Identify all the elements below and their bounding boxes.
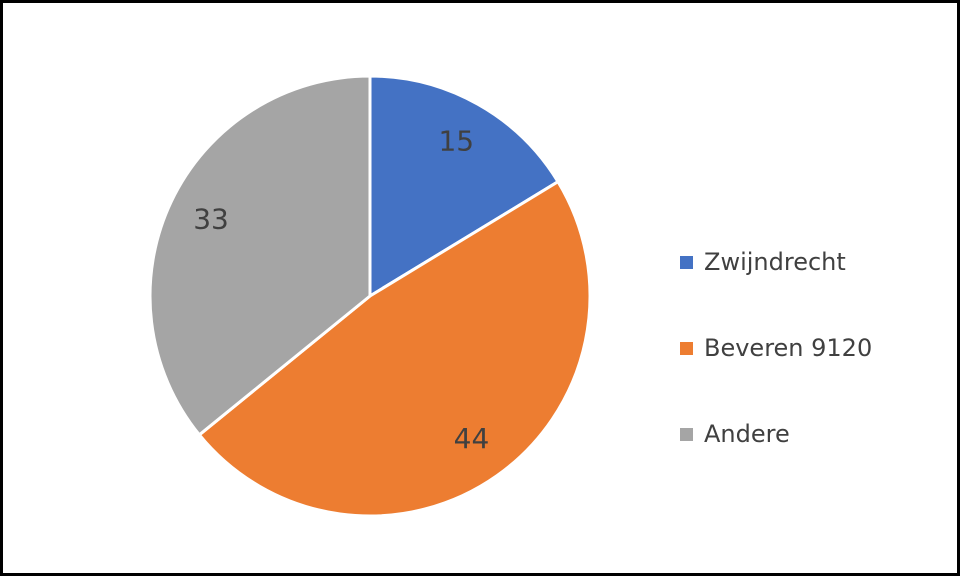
pie-slice — [148, 74, 372, 437]
legend-swatch — [680, 342, 693, 355]
data-label: 15 — [438, 125, 474, 158]
data-label: 44 — [454, 422, 490, 455]
pie-slice — [368, 74, 561, 299]
pie-slice — [197, 179, 592, 518]
legend-swatch — [680, 428, 693, 441]
legend-label: Andere — [704, 420, 790, 448]
legend-label: Beveren 9120 — [704, 334, 872, 362]
legend-swatch — [680, 256, 693, 269]
data-label: 33 — [193, 202, 229, 235]
legend-label: Zwijndrecht — [704, 248, 846, 276]
